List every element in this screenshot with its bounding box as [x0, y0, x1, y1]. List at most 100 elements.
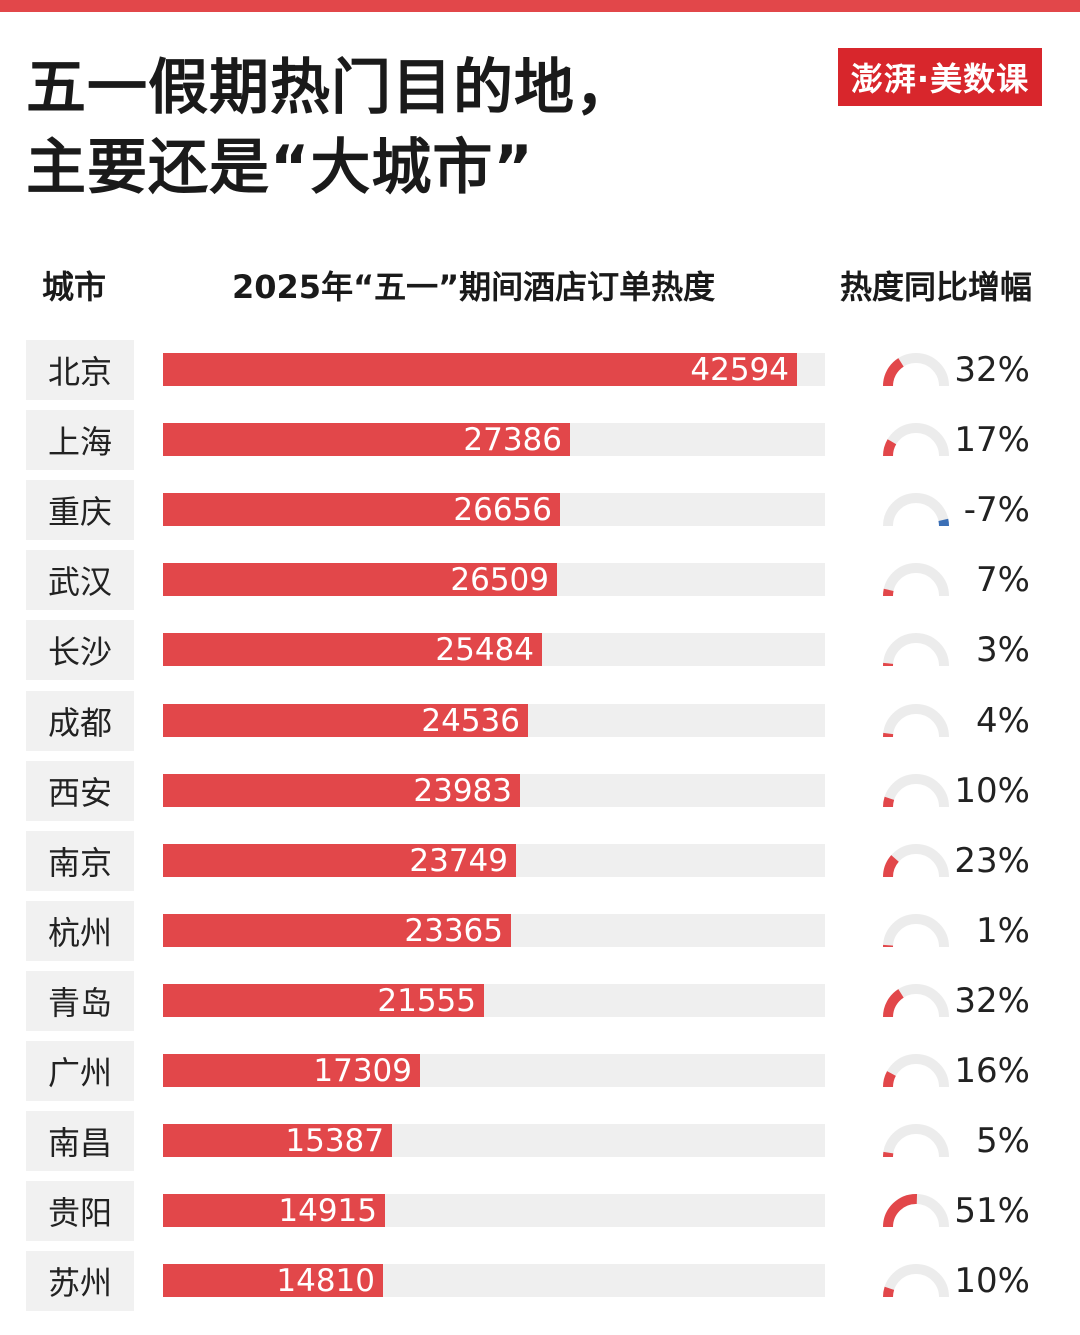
- growth-percent-label: 10%: [954, 1261, 1030, 1301]
- bar: 23983: [163, 774, 520, 809]
- bar-track: 17309: [163, 1053, 825, 1089]
- data-row: 杭州 23365 1%: [0, 901, 1080, 961]
- city-label: 青岛: [26, 971, 134, 1031]
- gauge-fill: [883, 439, 897, 457]
- bar: 26656: [163, 493, 560, 528]
- bar: 26509: [163, 562, 557, 598]
- growth-gauge: [883, 984, 949, 1018]
- bar-track: 14810: [163, 1263, 825, 1299]
- city-label: 上海: [26, 410, 134, 470]
- growth-percent-label: 1%: [976, 911, 1030, 951]
- column-header-yoy-growth: 热度同比增幅: [840, 268, 1033, 306]
- bar-value-label: 17309: [313, 1053, 412, 1089]
- column-header-city: 城市: [42, 268, 107, 306]
- growth-percent-label: 5%: [976, 1121, 1030, 1161]
- city-label: 武汉: [26, 550, 134, 610]
- city-label: 北京: [26, 340, 134, 400]
- bar: 15387: [163, 1123, 392, 1159]
- bar-track: 23365: [163, 914, 825, 949]
- city-label: 长沙: [26, 620, 134, 680]
- gauge-track: [883, 563, 949, 597]
- growth-percent-label: 10%: [954, 771, 1030, 811]
- bar: 14915: [163, 1193, 385, 1229]
- growth-percent-label: -7%: [963, 490, 1030, 530]
- growth-gauge: [882, 704, 949, 738]
- bar-value-label: 23749: [409, 843, 508, 879]
- gauge-track: [883, 1264, 949, 1298]
- city-label: 南京: [26, 831, 134, 891]
- city-label: 杭州: [26, 901, 134, 961]
- growth-gauge: [883, 633, 949, 667]
- bar-value-label: 25484: [435, 632, 534, 668]
- growth-gauge: [882, 563, 949, 597]
- growth-percent-label: 7%: [976, 560, 1030, 600]
- growth-gauge: [883, 844, 949, 878]
- bar-value-label: 26509: [450, 562, 549, 598]
- title-line-1: 五一假期热门目的地，: [26, 53, 636, 123]
- gauge-fill: [883, 796, 895, 808]
- data-row: 青岛 21555 32%: [0, 971, 1080, 1031]
- growth-percent-label: 51%: [954, 1191, 1030, 1231]
- bar-value-label: 42594: [690, 352, 789, 388]
- data-row: 贵阳 14915 51%: [0, 1181, 1080, 1241]
- growth-gauge: [883, 1264, 949, 1298]
- bar: 23365: [163, 914, 511, 949]
- gauge-track: [883, 774, 949, 808]
- bar-track: 42594: [163, 352, 825, 388]
- bar: 17309: [163, 1053, 420, 1089]
- bar: 14810: [163, 1263, 383, 1299]
- growth-percent-label: 17%: [954, 420, 1030, 460]
- bar: 21555: [163, 984, 484, 1019]
- gauge-track: [883, 633, 949, 667]
- gauge-fill: [883, 358, 904, 387]
- data-row: 上海 27386 17%: [0, 410, 1080, 470]
- data-row: 广州 17309 16%: [0, 1041, 1080, 1101]
- chart-title: 五一假期热门目的地， 主要还是“大城市”: [26, 48, 636, 208]
- bar: 24536: [163, 704, 528, 739]
- growth-gauge: [883, 1194, 949, 1228]
- brand-logo: 澎湃·美数课: [838, 48, 1042, 106]
- data-row: 武汉 26509 7%: [0, 550, 1080, 610]
- gauge-track: [883, 423, 949, 457]
- gauge-fill: [883, 989, 904, 1018]
- gauge-fill: [938, 518, 950, 527]
- bar-track: 24536: [163, 704, 825, 739]
- bar-value-label: 15387: [285, 1123, 384, 1159]
- growth-percent-label: 16%: [954, 1051, 1030, 1091]
- brand-logo-text: 澎湃·美数课: [850, 60, 1030, 98]
- data-row: 西安 23983 10%: [0, 761, 1080, 821]
- gauge-fill: [883, 1286, 895, 1298]
- city-label: 南昌: [26, 1111, 134, 1171]
- city-label: 成都: [26, 691, 134, 751]
- gauge-fill: [882, 588, 894, 597]
- gauge-track: [883, 1124, 949, 1158]
- city-label: 西安: [26, 761, 134, 821]
- bar-track: 26509: [163, 562, 825, 598]
- data-row: 长沙 25484 3%: [0, 620, 1080, 680]
- bar-value-label: 14810: [276, 1263, 375, 1299]
- growth-gauge: [883, 774, 949, 808]
- bar: 23749: [163, 843, 516, 879]
- growth-percent-label: 4%: [976, 701, 1030, 741]
- growth-gauge: [883, 423, 949, 457]
- growth-gauge: [883, 914, 949, 948]
- growth-gauge: [882, 1054, 949, 1088]
- bar-value-label: 14915: [278, 1193, 377, 1229]
- data-row: 重庆 26656 -7%: [0, 480, 1080, 540]
- bar-track: 14915: [163, 1193, 825, 1229]
- gauge-fill: [882, 1071, 896, 1088]
- bar-track: 27386: [163, 423, 825, 458]
- bar-track: 15387: [163, 1123, 825, 1159]
- gauge-track: [883, 1054, 949, 1088]
- city-label: 苏州: [26, 1251, 134, 1311]
- growth-percent-label: 3%: [976, 630, 1030, 670]
- data-row: 成都 24536 4%: [0, 691, 1080, 751]
- growth-gauge: [883, 493, 950, 527]
- city-label: 广州: [26, 1041, 134, 1101]
- column-header-order-heat: 2025年“五一”期间酒店订单热度: [232, 268, 716, 306]
- gauge-fill: [883, 1194, 918, 1228]
- growth-gauge: [883, 353, 949, 387]
- top-accent-bar: [0, 0, 1080, 12]
- bar: 25484: [163, 632, 542, 668]
- data-row: 南昌 15387 5%: [0, 1111, 1080, 1171]
